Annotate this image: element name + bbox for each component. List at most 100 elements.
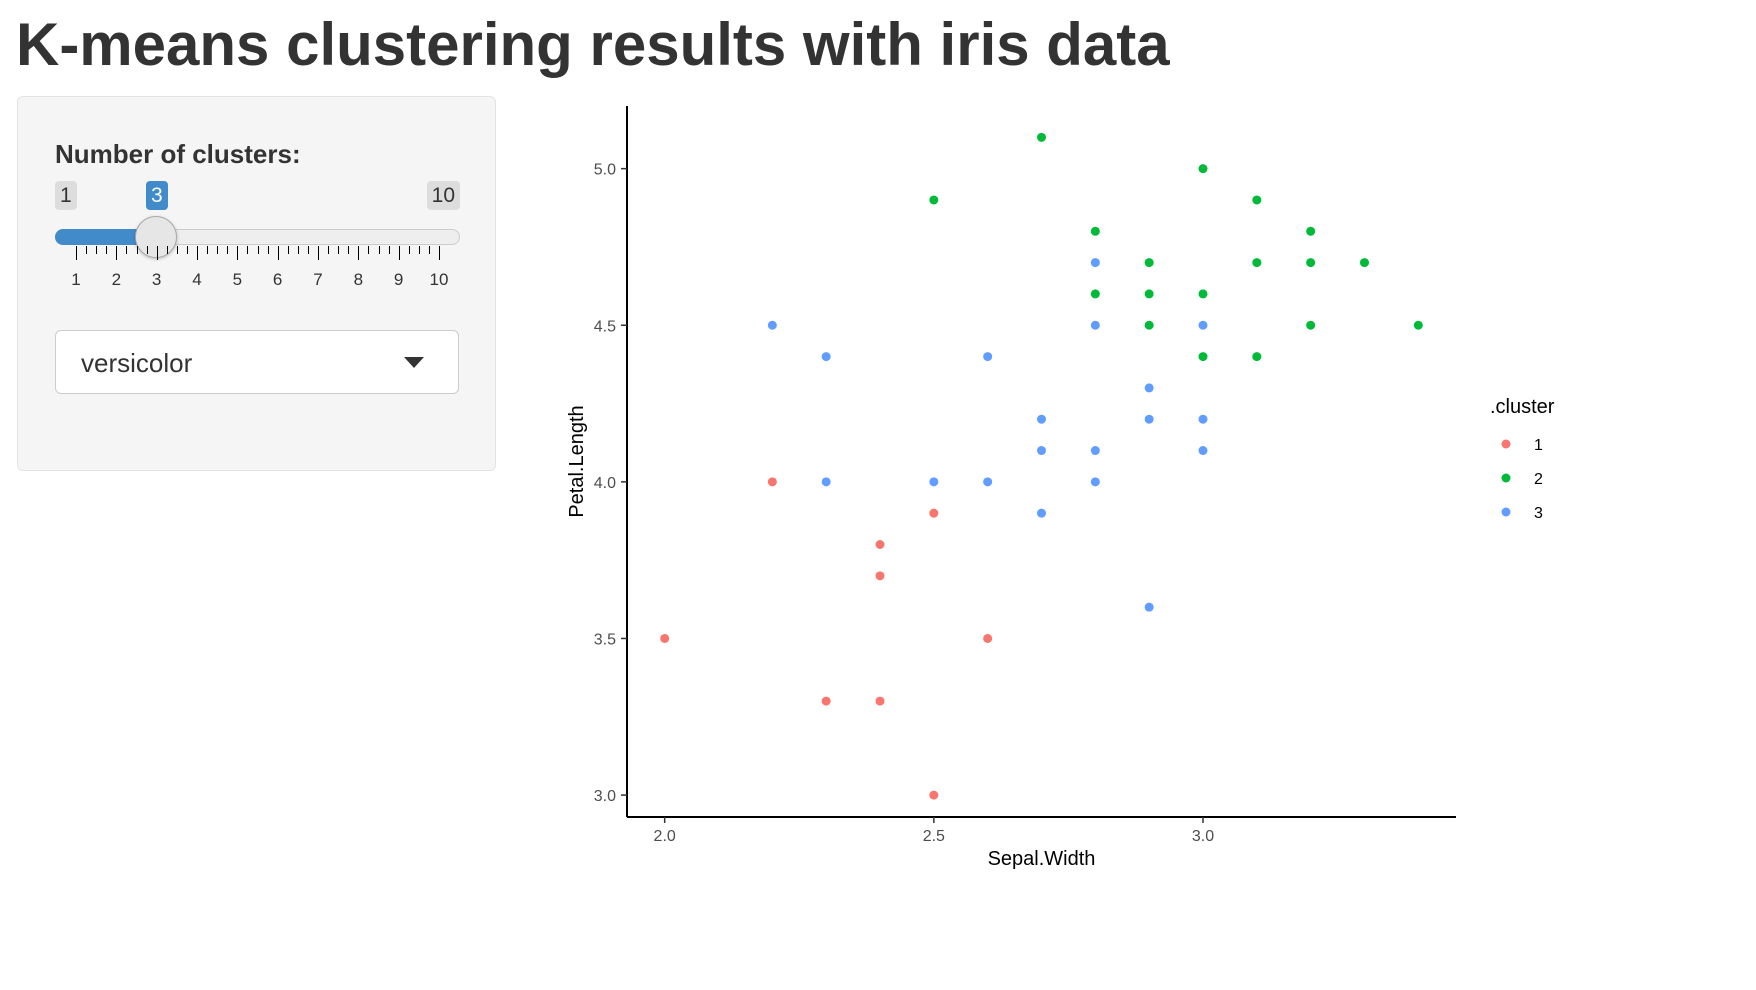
slider-tick-minor [428,246,430,254]
slider-tick-major [76,246,77,260]
data-point-cluster-2 [1198,164,1208,174]
slider-tick-minor [136,246,138,254]
slider-tick-minor [176,246,178,254]
data-point-cluster-3 [1037,414,1046,424]
x-axis-title: Sepal.Width [988,848,1096,870]
species-select-value: versicolor [81,348,193,378]
data-point-cluster-2 [1144,320,1154,330]
data-point-cluster-2 [1198,352,1208,362]
data-point-cluster-3 [1090,446,1100,456]
data-point-cluster-1 [821,696,831,706]
slider-tick-major [156,246,158,260]
slider-tick-minor [368,246,370,254]
slider-tick-label: 7 [313,270,323,289]
data-point-cluster-1 [983,633,993,643]
data-point-cluster-3 [1198,320,1208,330]
slider-tick-minor [106,246,108,254]
legend-key-cluster-3 [1501,507,1511,517]
slider-tick-major [237,246,239,260]
data-point-cluster-2 [1306,320,1316,330]
data-point-cluster-3 [929,477,939,487]
y-tick-label: 3.0 [594,788,616,805]
data-point-cluster-2 [1144,289,1154,299]
data-point-cluster-3 [1198,446,1208,456]
slider-tick-minor [388,246,390,254]
data-point-cluster-1 [660,633,670,643]
legend-label: 2 [1534,471,1543,488]
y-tick-label: 5.0 [594,162,616,179]
data-point-cluster-3 [1090,320,1100,330]
data-point-cluster-3 [767,320,777,330]
x-tick-label: 2.0 [654,828,676,845]
slider-tick-minor [126,246,128,254]
data-point-cluster-1 [875,540,885,550]
slider-handle[interactable] [135,216,177,258]
data-point-cluster-1 [767,477,777,487]
caret-down-icon[interactable] [404,357,424,368]
data-point-cluster-1 [929,790,939,800]
slider-tick-minor [418,246,420,254]
slider-ticks: 1 2 3 4 5 6 7 8 9 10 [55,246,460,301]
data-point-cluster-3 [983,352,993,362]
data-point-cluster-2 [1252,258,1262,268]
slider-tick-minor [257,246,259,254]
data-point-cluster-3 [821,352,831,362]
slider-tick-major [398,246,400,260]
slider-tick-minor [227,246,229,254]
x-tick-label: 2.5 [923,828,945,845]
slider-tick-label: 5 [232,270,243,289]
data-point-cluster-3 [1144,414,1154,424]
slider-tick-major [318,246,319,260]
data-point-cluster-1 [929,508,939,518]
slider-tick-minor [338,246,340,254]
slider-tick-label: 4 [192,270,202,289]
y-tick-label: 4.5 [594,318,616,335]
data-point-cluster-3 [1037,446,1046,456]
slider-tick-label: 8 [353,270,364,289]
data-point-cluster-2 [1037,132,1046,142]
data-point-cluster-2 [1306,226,1316,236]
clusters-label: Number of clusters: [55,139,301,169]
slider-tick-label: 3 [151,270,162,289]
legend-label: 3 [1534,505,1543,522]
data-point-cluster-3 [1090,477,1100,487]
slider-tick-major [358,246,360,260]
slider-tick-minor [328,246,330,254]
species-select[interactable]: versicolor [55,330,459,394]
slider-tick-minor [378,246,380,254]
slider-tick-minor [207,246,209,254]
data-point-cluster-2 [1144,258,1154,268]
data-point-cluster-1 [875,571,885,581]
slider-tick-minor [297,246,299,254]
data-point-cluster-3 [1198,414,1208,424]
data-point-cluster-2 [1252,352,1262,362]
legend-key-cluster-2 [1501,473,1511,483]
slider-tick-minor [287,246,289,254]
y-axis-title: Petal.Length [566,405,588,517]
clusters-slider[interactable]: 1 3 10 1 2 3 4 5 6 7 8 9 10 [55,181,460,301]
slider-tick-major [197,246,198,260]
slider-tick-minor [247,246,249,254]
data-point-cluster-2 [1306,258,1316,268]
slider-tick-major [439,246,440,260]
slider-tick-minor [186,246,188,254]
slider-tick-label: 6 [272,270,283,289]
data-point-cluster-3 [983,477,993,487]
data-point-cluster-3 [821,477,831,487]
y-tick-label: 3.5 [594,631,616,648]
data-point-cluster-3 [1090,258,1100,268]
y-tick-label: 4.0 [594,475,616,492]
data-point-cluster-2 [1359,258,1369,268]
slider-tick-minor [86,246,88,254]
slider-tick-minor [408,246,410,254]
scatter-chart: 2.0 2.5 3.0 3.0 3.5 4.0 4.5 5.0 Sepal.Width Petal… [566,106,1555,870]
data-point-cluster-2 [1090,289,1100,299]
slider-min-label: 1 [55,181,77,210]
data-point-cluster-2 [1090,226,1100,236]
slider-tick-label: 1 [71,270,81,289]
slider-tick-label: 10 [429,270,449,289]
data-point-cluster-3 [1144,602,1154,612]
data-point-cluster-1 [875,696,885,706]
slider-max-label: 10 [426,181,460,210]
slider-tick-minor [348,246,350,254]
